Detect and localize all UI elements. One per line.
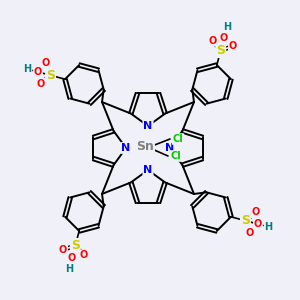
Text: S: S bbox=[71, 239, 80, 252]
Text: H: H bbox=[23, 64, 32, 74]
Text: O: O bbox=[246, 228, 254, 238]
Text: O: O bbox=[229, 41, 237, 51]
Text: N: N bbox=[143, 121, 153, 131]
Text: O: O bbox=[59, 245, 67, 255]
Text: S: S bbox=[46, 69, 55, 82]
Text: H: H bbox=[265, 222, 273, 232]
Text: O: O bbox=[220, 33, 228, 43]
Text: Sn: Sn bbox=[136, 140, 154, 154]
Text: O: O bbox=[80, 250, 88, 260]
Text: O: O bbox=[42, 58, 50, 68]
Text: N: N bbox=[143, 165, 153, 175]
Text: S: S bbox=[241, 214, 250, 227]
Text: O: O bbox=[251, 207, 260, 217]
Text: O: O bbox=[254, 219, 262, 229]
Text: Cl: Cl bbox=[172, 134, 183, 144]
Text: O: O bbox=[34, 67, 42, 77]
Text: N: N bbox=[122, 143, 130, 153]
Text: O: O bbox=[37, 79, 45, 89]
Text: O: O bbox=[208, 36, 217, 46]
Text: N: N bbox=[165, 143, 175, 153]
Text: H: H bbox=[223, 22, 231, 32]
Text: S: S bbox=[216, 44, 225, 57]
Text: H: H bbox=[65, 264, 73, 274]
Text: Cl: Cl bbox=[171, 151, 182, 161]
Text: O: O bbox=[68, 253, 76, 263]
